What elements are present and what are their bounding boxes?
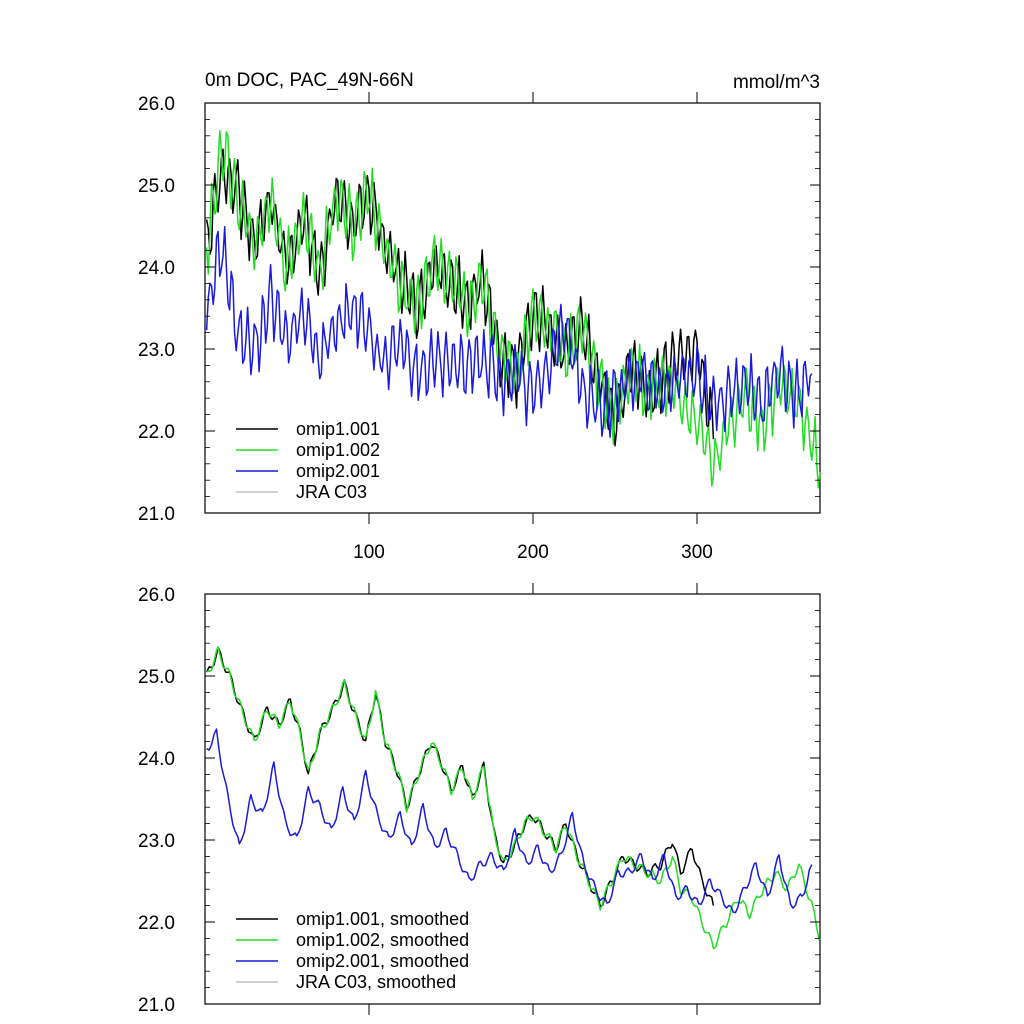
legend-label-jra-c03: JRA C03 (296, 482, 367, 502)
top-series-layer (205, 129, 821, 489)
y-tick-label: 23.0 (138, 340, 175, 361)
y-tick-label: 25.0 (138, 667, 175, 688)
y-tick-label: 22.0 (138, 422, 175, 443)
top-axis-layer: 21.0 22.0 23.0 24.0 25.0 26.0 100 200 300 (138, 92, 820, 563)
top-plot-title: 0m DOC, PAC_49N-66N (205, 70, 414, 91)
series-line-omip1-001 (205, 148, 715, 447)
x-tick-label: 300 (681, 542, 713, 563)
bottom-legend: omip1.001, smoothed omip1.002, smoothed … (236, 909, 469, 992)
y-tick-label: 24.0 (138, 258, 175, 279)
legend-label-omip1-002: omip1.002 (296, 440, 380, 460)
legend-label-omip1-001: omip1.001 (296, 419, 380, 439)
top-legend: omip1.001 omip1.002 omip2.001 JRA C03 (236, 419, 380, 502)
legend-label-omip1-001-smoothed: omip1.001, smoothed (296, 909, 469, 929)
y-tick-label: 21.0 (138, 504, 175, 525)
legend-label-omip2-001-smoothed: omip2.001, smoothed (296, 951, 469, 971)
legend-label-jra-c03-smoothed: JRA C03, smoothed (296, 972, 456, 992)
bottom-axis-layer: 21.0 22.0 23.0 24.0 25.0 26.0 (138, 583, 820, 1016)
series-line-omip2-001 (205, 226, 813, 438)
top-plot-units: mmol/m^3 (733, 72, 820, 93)
top-plot-frame (204, 102, 821, 514)
y-tick-label: 26.0 (138, 94, 175, 115)
series-line-omip1-002 (205, 129, 821, 489)
y-tick-label: 21.0 (138, 995, 175, 1016)
y-tick-label: 22.0 (138, 913, 175, 934)
legend-label-omip1-002-smoothed: omip1.002, smoothed (296, 930, 469, 950)
x-tick-label: 200 (517, 542, 549, 563)
y-tick-label: 23.0 (138, 831, 175, 852)
bottom-panel: 21.0 22.0 23.0 24.0 25.0 26.0 omip1.001, smoo… (138, 583, 821, 1016)
bottom-plot-frame (204, 593, 821, 1005)
x-tick-label: 100 (353, 542, 385, 563)
y-tick-label: 24.0 (138, 749, 175, 770)
series-line-omip1-002-smoothed (206, 646, 821, 950)
y-tick-label: 25.0 (138, 176, 175, 197)
series-line-omip2-001-smoothed (206, 728, 813, 914)
top-panel: 0m DOC, PAC_49N-66N mmol/m^3 21.0 22.0 23.… (138, 70, 821, 563)
legend-label-omip2-001: omip2.001 (296, 461, 380, 481)
bottom-series-layer (205, 646, 821, 950)
y-tick-label: 26.0 (138, 585, 175, 606)
